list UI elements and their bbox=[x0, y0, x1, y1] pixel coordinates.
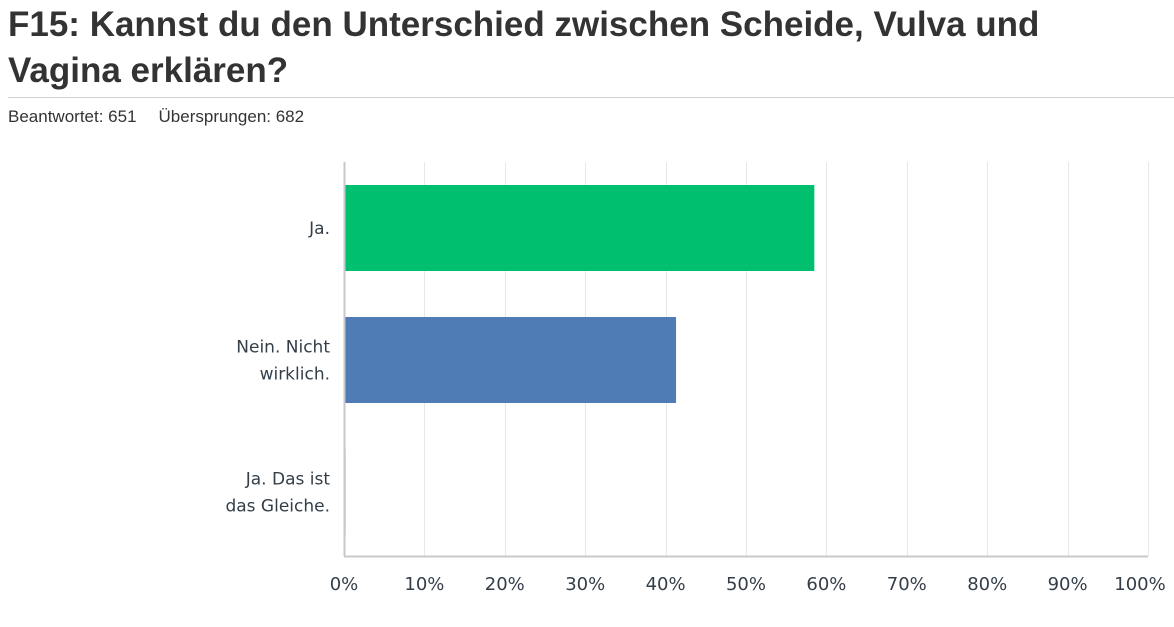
x-tick-label: 80% bbox=[967, 574, 1007, 595]
x-tick-label: 0% bbox=[330, 574, 359, 595]
x-tick-label: 70% bbox=[887, 574, 927, 595]
category-label: Nein. Nicht wirklich. bbox=[236, 338, 330, 385]
skipped-count: Übersprungen: 682 bbox=[158, 107, 305, 126]
question-title: F15: Kannst du den Unterschied zwischen … bbox=[8, 5, 1040, 90]
x-tick-label: 40% bbox=[646, 574, 686, 595]
x-tick-label: 100% bbox=[1114, 574, 1165, 595]
response-stats: Beantwortet: 651 Übersprungen: 682 bbox=[8, 106, 304, 128]
x-tick-label: 50% bbox=[726, 574, 766, 595]
x-tick-label: 30% bbox=[565, 574, 605, 595]
x-tick-label: 90% bbox=[1048, 574, 1088, 595]
answered-count: Beantwortet: 651 bbox=[8, 107, 137, 126]
bar bbox=[344, 317, 677, 403]
category-label: Ja. Das ist das Gleiche. bbox=[225, 470, 330, 517]
category-label: Ja. bbox=[308, 219, 330, 239]
bar bbox=[344, 185, 815, 271]
x-tick-label: 60% bbox=[806, 574, 846, 595]
title-divider bbox=[8, 97, 1174, 98]
x-tick-label: 10% bbox=[404, 574, 444, 595]
x-tick-label: 20% bbox=[485, 574, 525, 595]
